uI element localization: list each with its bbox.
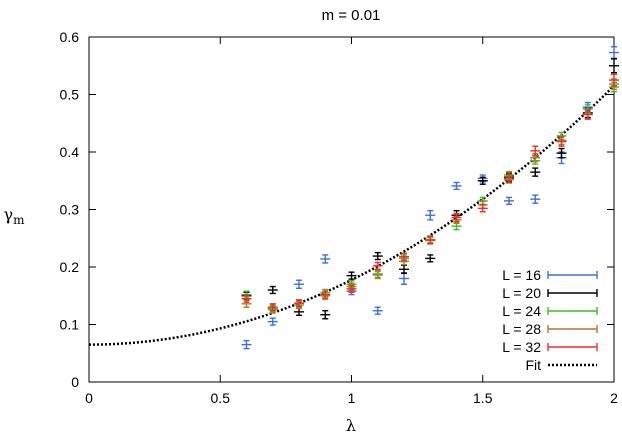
data-point [530, 145, 541, 157]
y-tick-label: 0.5 [60, 87, 80, 103]
data-point [425, 209, 436, 221]
y-axis-label-main: γ [4, 205, 14, 224]
x-tick-label: 0 [85, 390, 93, 406]
data-point [320, 290, 331, 299]
data-point [451, 212, 462, 223]
x-tick-label: 1.5 [473, 390, 493, 406]
data-point [399, 264, 409, 275]
data-point [609, 58, 619, 74]
y-tick-label: 0.4 [60, 144, 80, 160]
legend-label: L = 20 [502, 285, 541, 301]
x-tick-label: 0.5 [211, 390, 231, 406]
x-tick-label: 1 [348, 390, 356, 406]
data-point [477, 176, 488, 185]
data-point [320, 254, 331, 264]
legend-label: Fit [525, 357, 541, 373]
y-tick-label: 0.2 [60, 259, 80, 275]
data-point [241, 339, 252, 350]
legend: L = 16 L = 20 L = 24 L = 28 L = 32 Fit [502, 267, 598, 373]
y-axis-label-sub: m [13, 213, 25, 227]
data-point [346, 284, 357, 293]
legend-swatch [547, 343, 598, 351]
series-l24 [241, 81, 619, 313]
data-point [477, 204, 488, 213]
data-point [399, 252, 409, 261]
data-point [267, 303, 278, 312]
data-point [372, 270, 383, 280]
data-point [609, 46, 619, 59]
y-tick-label: 0.3 [60, 202, 80, 218]
series-layer [241, 46, 619, 350]
data-point [346, 271, 357, 280]
data-point [372, 251, 383, 261]
data-point [267, 285, 278, 295]
chart-title: m = 0.01 [322, 7, 381, 24]
data-point [556, 147, 567, 159]
data-point [582, 109, 593, 120]
data-point [504, 196, 514, 206]
data-point [294, 279, 304, 289]
legend-label: L = 28 [502, 321, 541, 337]
legend-label: L = 24 [502, 303, 541, 319]
data-point [320, 310, 331, 320]
data-point [372, 306, 383, 315]
data-point [294, 299, 304, 308]
legend-swatch [547, 289, 598, 297]
series-l32 [241, 73, 619, 312]
data-point [241, 294, 252, 303]
axes: 0 0.5 1 1.5 2 0 0.1 0.2 0.3 0.4 0.5 0.6 [60, 29, 619, 406]
legend-swatch [547, 271, 598, 279]
y-axis-label: γm [4, 205, 26, 227]
legend-swatch [547, 325, 598, 333]
fit-curve [88, 84, 615, 346]
x-tick-label: 2 [610, 390, 618, 406]
data-point [530, 194, 541, 204]
data-point [399, 272, 409, 285]
data-point [504, 171, 514, 182]
fit-layer [88, 84, 615, 346]
legend-label: L = 16 [502, 267, 541, 283]
y-tick-label: 0.1 [60, 317, 80, 333]
data-point [530, 167, 541, 177]
series-l28 [241, 78, 619, 314]
data-point [556, 136, 567, 147]
y-tick-label: 0.6 [60, 29, 80, 45]
y-tick-label: 0 [71, 374, 79, 390]
x-axis-label: λ [346, 416, 356, 435]
legend-label: L = 32 [502, 339, 541, 355]
data-point [267, 317, 278, 326]
data-point [425, 254, 436, 263]
data-point [372, 261, 383, 270]
data-point [451, 181, 462, 191]
data-point [425, 235, 436, 245]
data-point [294, 307, 304, 316]
data-point [609, 73, 619, 87]
legend-swatch [547, 307, 598, 315]
